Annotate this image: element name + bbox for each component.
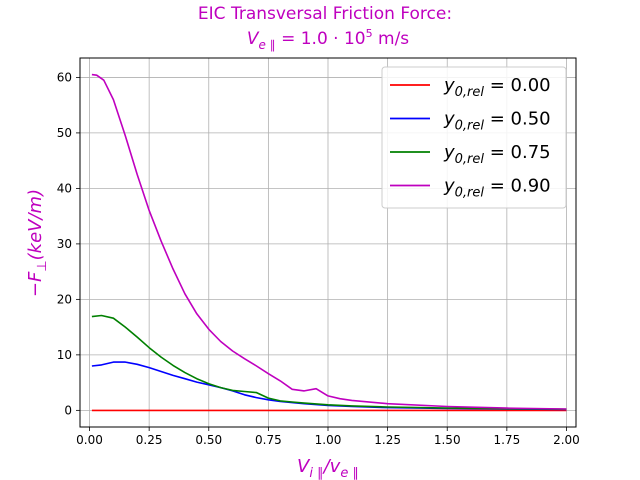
- series-lines: [91, 73, 567, 412]
- series-line-3: [91, 73, 567, 410]
- series-line-2: [91, 314, 567, 410]
- x-tick-label: 0.25: [136, 433, 163, 447]
- x-tick-label: 1.75: [493, 433, 520, 447]
- y-tick-label: 20: [57, 292, 72, 306]
- chart-title-line2: Ve ∥ = 1.0 · 105 m/s: [247, 27, 409, 52]
- y-tick-label: 10: [57, 348, 72, 362]
- x-axis-label: Vi ∥/ve ∥: [297, 456, 359, 480]
- legend-label-2: y0,rel = 0.75: [443, 142, 551, 167]
- x-tick-label: 2.00: [553, 433, 580, 447]
- y-tick-label: 0: [64, 403, 72, 417]
- y-axis-label: −F⊥(keV/m): [25, 189, 50, 297]
- x-tick-label: 0.00: [76, 433, 103, 447]
- x-axis-ticks: 0.00 0.25 0.50 0.75 1.00 1.25 1.50 1.75 2.00: [76, 427, 580, 447]
- x-tick-label: 0.75: [255, 433, 282, 447]
- legend: y0,rel = 0.00 y0,rel = 0.50 y0,rel = 0.75 y…: [381, 66, 567, 209]
- y-tick-label: 50: [57, 126, 72, 140]
- legend-box: [381, 66, 567, 209]
- y-tick-label: 30: [57, 237, 72, 251]
- x-tick-label: 1.25: [374, 433, 401, 447]
- chart-title-line1: EIC Transversal Friction Force:: [198, 4, 452, 24]
- y-axis-ticks: 0 10 20 30 40 50 60: [57, 70, 80, 417]
- legend-label-0: y0,rel = 0.00: [443, 75, 551, 100]
- y-tick-label: 60: [57, 70, 72, 84]
- legend-label-3: y0,rel = 0.90: [443, 176, 551, 201]
- y-tick-label: 40: [57, 181, 72, 195]
- x-tick-label: 0.50: [195, 433, 222, 447]
- x-tick-label: 1.50: [434, 433, 461, 447]
- x-tick-label: 1.00: [315, 433, 342, 447]
- legend-label-1: y0,rel = 0.50: [443, 109, 551, 134]
